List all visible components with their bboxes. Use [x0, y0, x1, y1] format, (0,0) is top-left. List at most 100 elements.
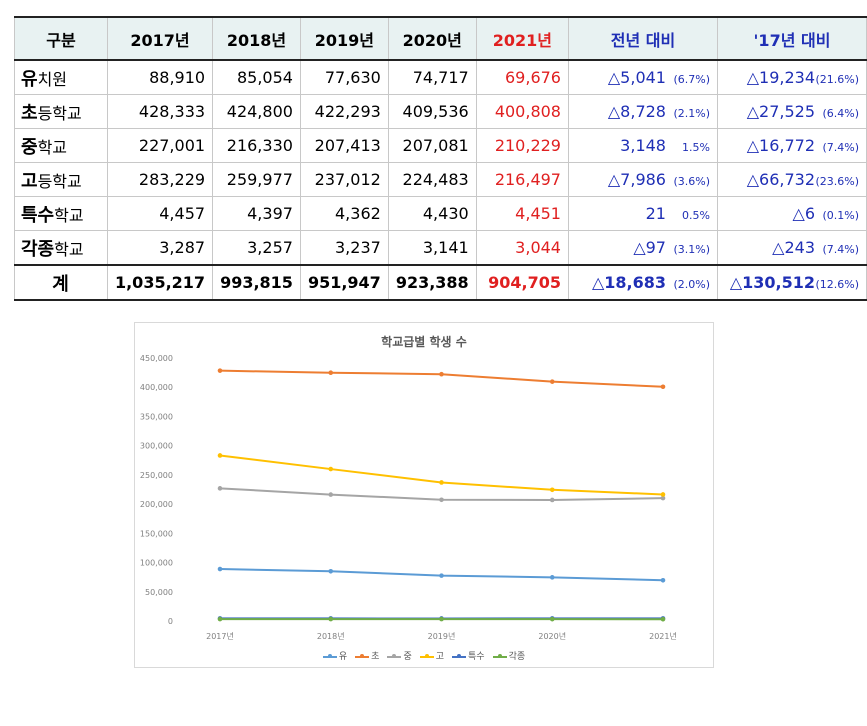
table-row: 고등학교 283,229 259,977 237,012 224,483 216,497 △… — [14, 162, 867, 197]
header-vs-2017: '17년 대비 — [716, 16, 867, 61]
legend-swatch — [387, 653, 402, 658]
change-percent: (21.6%) — [815, 73, 859, 86]
data-point — [328, 568, 334, 574]
change-vs-prev-cell: △7,986 (3.6%) — [567, 162, 718, 197]
x-tick-label: 2018년 — [317, 631, 345, 641]
category-prefix: 고 — [21, 170, 38, 192]
y-tick-label: 150,000 — [140, 529, 173, 538]
value-cell: 283,229 — [106, 162, 214, 197]
data-point — [217, 616, 223, 622]
change-vs-2017-cell: △243 (7.4%) — [716, 230, 867, 266]
value-cell: 69,676 — [475, 59, 569, 95]
value-cell: 216,497 — [475, 162, 569, 197]
legend-swatch — [355, 653, 370, 658]
data-point — [439, 573, 444, 578]
total-value-cell: 993,815 — [212, 264, 301, 301]
category-prefix: 유 — [21, 68, 38, 90]
data-point — [439, 497, 444, 503]
x-tick-label: 2017년 — [206, 631, 234, 641]
change-percent: (2.1%) — [673, 107, 710, 120]
data-point — [217, 486, 223, 491]
category-prefix: 특수 — [21, 204, 55, 226]
value-cell: 88,910 — [106, 59, 214, 95]
y-tick-label: 0 — [168, 617, 173, 626]
data-point — [549, 616, 555, 622]
value-cell: 4,362 — [299, 196, 389, 231]
change-vs-2017-cell: △27,525 (6.4%) — [716, 94, 867, 129]
data-point — [549, 379, 555, 384]
header-2021: 2021년 — [475, 16, 569, 61]
legend-item: 초 — [355, 649, 379, 662]
data-point — [660, 616, 666, 622]
data-point — [328, 492, 334, 497]
student-count-table: 구분 2017년 2018년 2019년 2020년 2021년 전년 대비 '… — [14, 16, 867, 301]
y-tick-label: 50,000 — [145, 588, 173, 597]
table-header-row: 구분 2017년 2018년 2019년 2020년 2021년 전년 대비 '… — [14, 16, 867, 61]
change-value: △243 — [772, 238, 815, 257]
row-category: 유치원 — [14, 59, 108, 95]
change-value: △66,732 — [746, 170, 815, 189]
y-tick-label: 250,000 — [140, 471, 173, 480]
chart-legend: 유 초 중 고 특수 각종 — [135, 649, 713, 662]
chart-title: 학교급별 학생 수 — [381, 335, 467, 349]
value-cell: 259,977 — [212, 162, 301, 197]
change-vs-prev-cell: △18,683 (2.0%) — [567, 264, 718, 301]
value-cell: 85,054 — [212, 59, 301, 95]
change-value: △5,041 — [607, 68, 666, 87]
legend-item: 중 — [387, 649, 412, 662]
change-vs-2017-cell: △66,732(23.6%) — [716, 162, 867, 197]
change-percent: 0.5% — [682, 209, 710, 222]
y-tick-label: 100,000 — [140, 559, 173, 568]
data-point — [328, 466, 334, 472]
value-cell: 4,457 — [106, 196, 214, 231]
table-row: 초등학교 428,333 424,800 422,293 409,536 400,808 △… — [14, 94, 867, 129]
change-percent: (12.6%) — [815, 278, 859, 291]
header-vs-prev-year: 전년 대비 — [567, 16, 718, 61]
change-percent: (3.6%) — [673, 175, 710, 188]
change-value: △18,683 — [591, 273, 666, 292]
value-cell: 216,330 — [212, 128, 301, 163]
table-row: 중학교 227,001 216,330 207,413 207,081 210,229 3,… — [14, 128, 867, 163]
change-value: △97 — [633, 238, 666, 257]
change-value: △16,772 — [746, 136, 815, 155]
y-tick-label: 350,000 — [140, 412, 173, 421]
change-value: △27,525 — [746, 102, 815, 121]
value-cell: 4,397 — [212, 196, 301, 231]
legend-swatch — [452, 653, 466, 658]
value-cell: 3,141 — [387, 230, 477, 266]
change-value: 21 — [645, 204, 666, 223]
value-cell: 400,808 — [475, 94, 569, 129]
legend-swatch — [419, 653, 434, 658]
total-value-cell: 923,388 — [387, 264, 477, 301]
total-label: 계 — [14, 264, 108, 301]
change-percent: 1.5% — [682, 141, 710, 154]
value-cell: 77,630 — [299, 59, 389, 95]
legend-label: 유 — [338, 652, 348, 662]
category-prefix: 각종 — [21, 238, 55, 260]
header-category: 구분 — [14, 16, 108, 61]
change-value: 3,148 — [620, 136, 666, 155]
table-row: 특수학교 4,457 4,397 4,362 4,430 4,451 21 0.5% △6 (0.… — [14, 196, 867, 231]
x-tick-label: 2019년 — [428, 631, 456, 641]
change-percent: (7.4%) — [822, 141, 859, 154]
total-value-cell: 951,947 — [299, 264, 389, 301]
value-cell: 237,012 — [299, 162, 389, 197]
value-cell: 428,333 — [106, 94, 214, 129]
change-vs-2017-cell: △6 (0.1%) — [716, 196, 867, 231]
change-percent: (6.4%) — [822, 107, 859, 120]
header-2017: 2017년 — [106, 16, 214, 61]
change-vs-2017-cell: △130,512(12.6%) — [716, 264, 867, 301]
data-point — [549, 487, 555, 493]
data-point — [660, 384, 666, 390]
value-cell: 224,483 — [387, 162, 477, 197]
category-suffix: 등학교 — [37, 103, 82, 123]
data-point — [660, 577, 666, 583]
chart-plot: 0 50,000 100,000 150,000 200,000 250,000 300,0… — [140, 354, 677, 641]
value-cell: 4,430 — [387, 196, 477, 231]
data-point — [217, 368, 223, 373]
change-value: △8,728 — [607, 102, 666, 121]
value-cell: 409,536 — [387, 94, 477, 129]
data-point — [328, 370, 334, 376]
change-vs-2017-cell: △19,234(21.6%) — [716, 59, 867, 95]
y-tick-label: 200,000 — [140, 500, 173, 509]
